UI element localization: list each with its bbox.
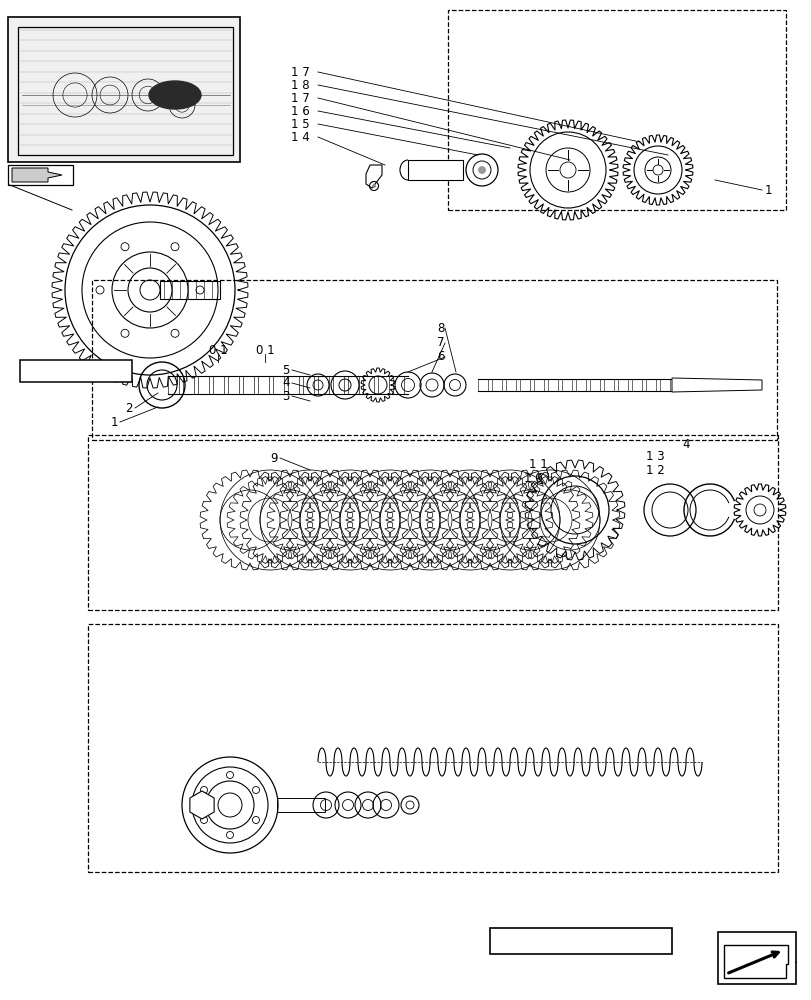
Text: 1 6: 1 6 [291,105,310,118]
Text: 8: 8 [437,322,444,334]
Bar [272,376,284,394]
Polygon shape [12,168,62,182]
Ellipse shape [148,81,201,109]
Bar [92,280,776,440]
Bar [277,798,324,812]
Bar [603,379,613,391]
Bar [363,376,374,394]
Text: 1: 1 [764,184,771,197]
Text: 3: 3 [282,389,290,402]
Text: 1: 1 [110,416,118,428]
Bar [519,379,530,391]
Text: 6: 6 [437,351,444,363]
Bar [575,379,586,391]
Bar [242,376,254,394]
Bar [547,379,557,391]
Text: 1 . 3 2 . 1: 1 . 3 2 . 1 [26,364,82,377]
Bar [20,360,132,382]
Bar [160,281,220,299]
Bar [590,379,599,391]
Bar [318,376,328,394]
Bar [198,376,208,394]
Text: 0 1: 0 1 [208,344,227,357]
Text: 7: 7 [437,336,444,350]
Bar [8,165,73,185]
Bar [491,379,501,391]
Text: 2: 2 [126,401,133,414]
Circle shape [478,167,485,174]
Text: 1 3: 1 3 [646,450,664,464]
Bar [168,376,178,394]
Bar [88,624,777,872]
Text: 1 2: 1 2 [646,464,664,477]
Bar [348,376,358,394]
Text: 1 4: 1 4 [291,131,310,144]
Bar [489,928,672,954]
Polygon shape [672,378,761,392]
Bar [303,376,314,394]
Polygon shape [723,945,787,978]
Text: 0 1: 0 1 [255,344,274,357]
Text: 1 7: 1 7 [291,66,310,79]
Polygon shape [366,165,381,188]
Bar [534,379,543,391]
Text: 1 7: 1 7 [291,92,310,105]
Text: 1 . 3 2 . 1 / 0 1  0 7: 1 . 3 2 . 1 / 0 1 0 7 [496,934,615,947]
Text: 9: 9 [270,452,277,464]
Text: 4: 4 [682,438,689,450]
Bar [448,10,785,210]
Text: 1 8: 1 8 [291,79,310,92]
Bar [333,376,344,394]
Bar [212,376,224,394]
Text: 1 5: 1 5 [291,118,310,131]
Bar [228,376,238,394]
Bar [182,376,194,394]
Bar [659,379,669,391]
Bar [258,376,268,394]
Bar [478,379,487,391]
Bar [407,160,462,180]
Bar [378,376,388,394]
Text: 1 1: 1 1 [529,458,547,472]
Bar [561,379,571,391]
Bar [646,379,655,391]
Text: 4: 4 [282,376,290,389]
Bar [717,932,795,984]
Bar [617,379,627,391]
Bar [393,376,404,394]
Text: 1 0: 1 0 [524,473,543,486]
Circle shape [372,185,375,188]
Bar [8,17,240,162]
Text: 5: 5 [282,363,290,376]
Bar [631,379,642,391]
Bar [18,27,233,155]
Bar [288,376,298,394]
Bar [88,435,777,610]
Bar [505,379,515,391]
